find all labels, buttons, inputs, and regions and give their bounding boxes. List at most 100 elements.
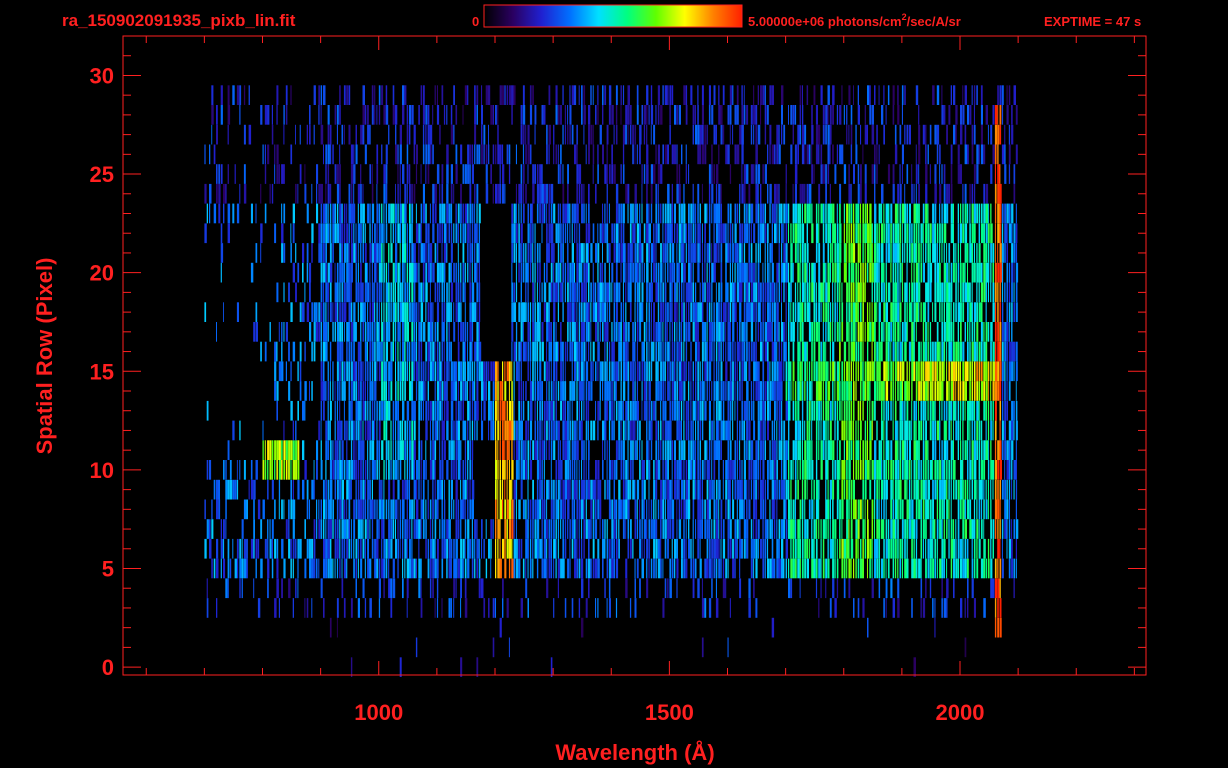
heat-cell — [850, 282, 853, 303]
heat-cell — [478, 282, 481, 303]
heat-cell — [701, 578, 703, 599]
heat-cell — [541, 558, 544, 579]
heat-cell — [546, 538, 548, 559]
heat-cell — [329, 617, 332, 638]
heat-cell — [667, 243, 669, 263]
heat-cell — [527, 440, 530, 460]
heat-cell — [906, 400, 909, 421]
heat-cell — [948, 341, 951, 362]
heat-cell — [922, 420, 925, 441]
heat-cell — [894, 460, 897, 480]
heat-cell — [341, 381, 344, 401]
heat-cell — [511, 460, 514, 480]
heat-cell — [450, 598, 452, 618]
heat-cell — [734, 558, 736, 579]
heat-cell — [239, 420, 241, 441]
heat-cell — [411, 460, 414, 480]
heat-cell — [562, 538, 565, 559]
heat-cell — [334, 302, 337, 322]
heat-cell — [585, 479, 588, 500]
heat-cell — [899, 223, 902, 244]
heat-cell — [948, 538, 950, 559]
heat-cell — [404, 243, 407, 263]
heat-cell — [901, 538, 904, 559]
heat-cell — [611, 538, 614, 559]
heat-cell — [495, 420, 497, 441]
heat-cell — [650, 243, 654, 263]
heat-cell — [976, 440, 978, 460]
heat-cell — [722, 302, 726, 322]
heat-cell — [550, 499, 553, 520]
heat-cell — [934, 361, 937, 382]
heat-cell — [797, 361, 800, 382]
heat-cell — [778, 440, 781, 460]
heat-cell — [662, 499, 664, 520]
heat-cell — [529, 558, 532, 579]
heat-cell — [971, 262, 974, 283]
heat-cell — [897, 420, 899, 441]
heat-cell — [778, 243, 780, 263]
heat-cell — [915, 400, 917, 421]
heat-cell — [913, 420, 916, 441]
heat-cell — [997, 460, 999, 480]
heat-cell — [618, 420, 621, 441]
heat-cell — [788, 519, 791, 539]
heat-cell — [869, 223, 872, 244]
heat-cell — [378, 598, 381, 618]
heat-cell — [329, 538, 332, 559]
heat-cell — [460, 479, 462, 500]
heat-cell — [532, 282, 535, 303]
heat-cell — [1013, 262, 1015, 283]
heat-cell — [302, 479, 305, 500]
heat-cell — [834, 282, 836, 303]
heat-cell — [464, 223, 467, 244]
heat-cell — [460, 282, 462, 303]
heat-cell — [327, 519, 330, 539]
heat-cell — [399, 519, 402, 539]
heat-cell — [608, 499, 612, 520]
heat-cell — [520, 598, 523, 618]
heat-cell — [536, 302, 540, 322]
heat-cell — [629, 440, 633, 460]
heat-cell — [820, 361, 823, 382]
heat-cell — [381, 322, 384, 342]
heat-cell — [762, 420, 765, 441]
heat-cell — [585, 440, 587, 460]
heat-cell — [757, 302, 760, 322]
heat-cell — [869, 243, 872, 263]
heat-cell — [841, 400, 843, 421]
heat-cell — [655, 361, 658, 382]
heat-cell — [980, 499, 983, 520]
heat-cell — [881, 322, 883, 342]
heat-cell — [688, 381, 690, 401]
heat-cell — [881, 223, 883, 244]
heat-cell — [836, 243, 839, 263]
heat-cell — [790, 538, 792, 559]
heat-cell — [602, 262, 604, 283]
heat-cell — [571, 341, 574, 362]
heat-cell — [722, 400, 725, 421]
heat-cell — [550, 243, 554, 263]
heat-cell — [639, 361, 641, 382]
heat-cell — [422, 499, 425, 520]
heat-cell — [325, 420, 328, 441]
heat-cell — [941, 460, 944, 480]
heat-cell — [664, 519, 667, 539]
heat-cell — [348, 262, 351, 283]
heat-cell — [674, 400, 677, 421]
heat-cell — [855, 381, 857, 401]
heat-cell — [853, 322, 856, 342]
heat-cell — [578, 381, 582, 401]
heat-cell — [801, 381, 804, 401]
heat-cell — [815, 538, 818, 559]
heat-cell — [555, 361, 558, 382]
heat-cell — [948, 381, 950, 401]
heat-cell — [520, 361, 522, 382]
heat-cell — [492, 519, 494, 539]
heat-cell — [741, 460, 743, 480]
heat-cell — [360, 361, 363, 382]
heat-cell — [762, 440, 765, 460]
heat-cell — [692, 223, 695, 244]
heat-cell — [608, 440, 610, 460]
heat-cell — [615, 282, 618, 303]
